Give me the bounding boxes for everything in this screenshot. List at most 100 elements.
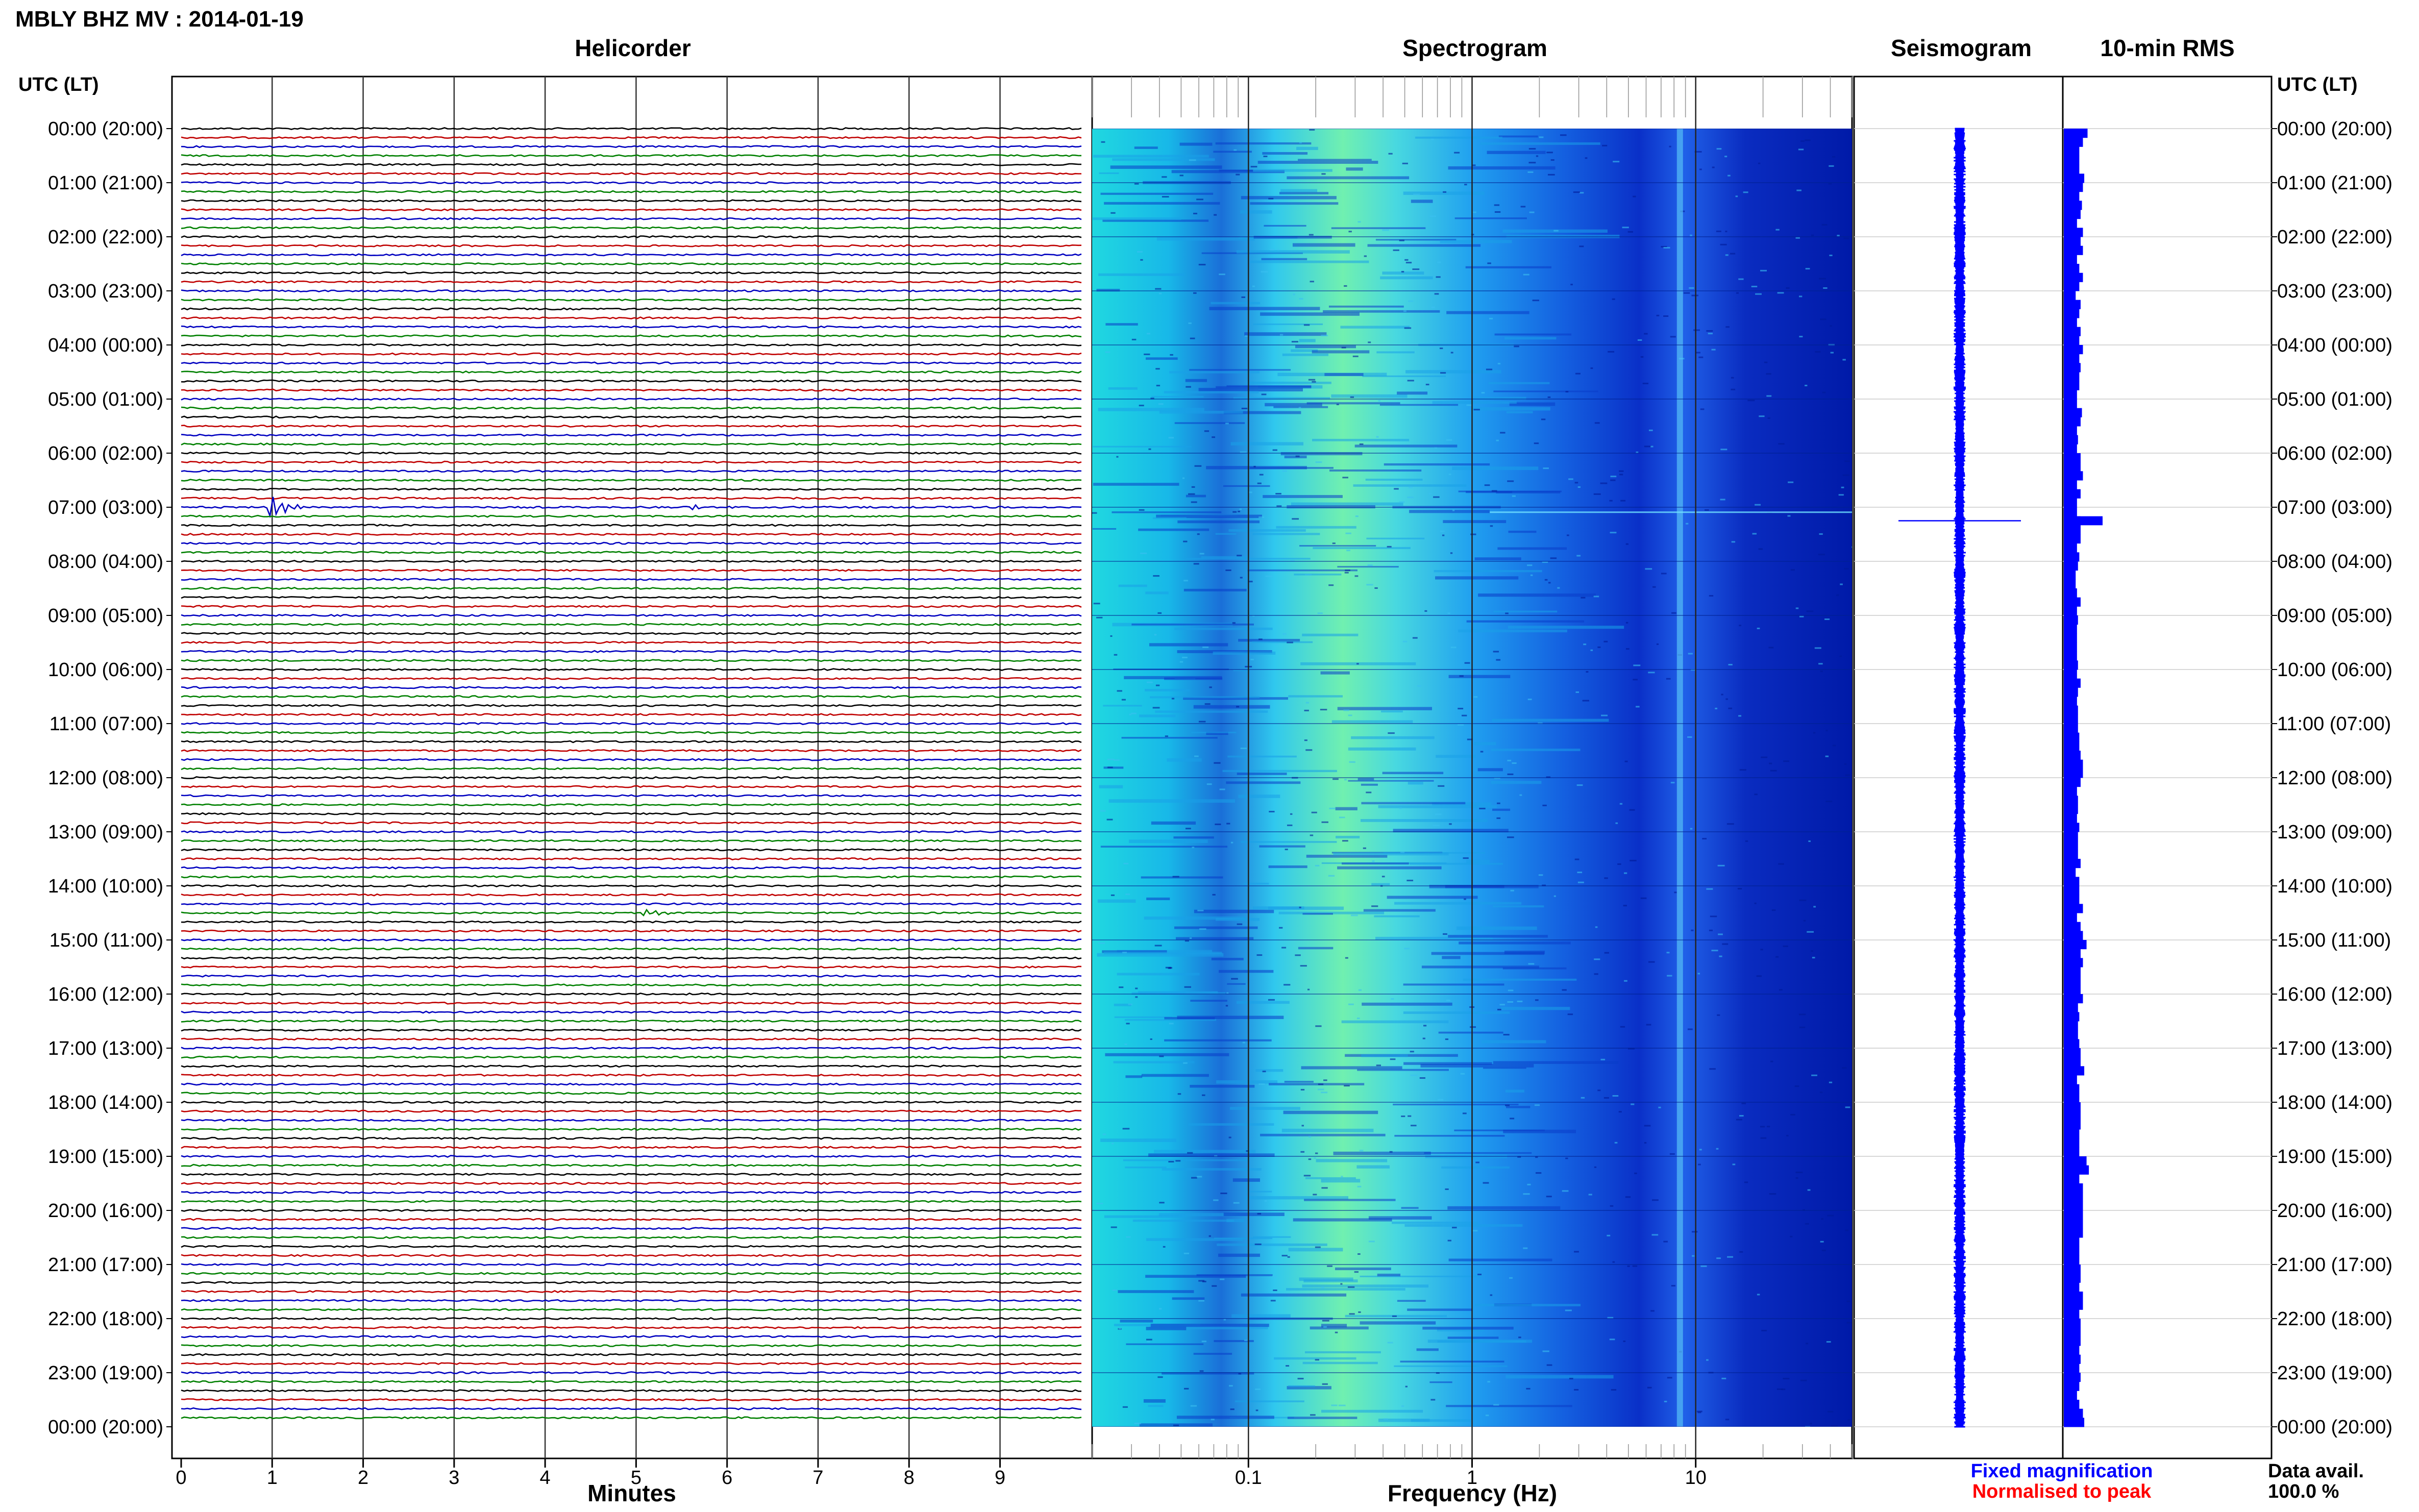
spectrogram-cell [1842, 359, 1846, 361]
spectrogram-cell [1470, 533, 1476, 535]
spectrogram-cell [1724, 156, 1727, 158]
spectrogram-cell [1341, 1176, 1343, 1178]
figure-title: MBLY BHZ MV : 2014-01-19 [15, 7, 304, 32]
spectrogram-cell [1769, 1193, 1776, 1195]
helicorder-trace [181, 289, 1082, 293]
spectrogram-cell [1233, 1202, 1240, 1204]
spectrogram-cell [1357, 1185, 1362, 1187]
spectrogram-cell [1507, 773, 1514, 775]
spectrogram-cell [1260, 1133, 1386, 1136]
spectrogram-cell [1146, 1339, 1152, 1341]
spectrogram-cell [1174, 926, 1258, 929]
spectrogram-cell [1428, 492, 1431, 494]
spectrogram-cell [1281, 1128, 1374, 1132]
spectrogram-cell [1276, 505, 1282, 507]
spectrogram-cell [1845, 1229, 1849, 1231]
helicorder-trace [181, 433, 1082, 437]
spectrogram-cell [1162, 1372, 1254, 1375]
spectrogram-cell [1527, 564, 1533, 566]
spectrogram-cell [1256, 954, 1263, 956]
spectrogram-cell [1371, 905, 1378, 907]
spectrogram-cell [1380, 276, 1433, 280]
spectrogram-cell [1321, 1286, 1325, 1288]
rms-bar [2064, 1273, 2081, 1283]
spectrogram-cell [1341, 346, 1346, 349]
spectrogram-cell [1440, 372, 1446, 374]
spectrogram-cell [1736, 1119, 1743, 1121]
spectrogram-cell [1118, 1328, 1122, 1330]
spectrogram-cell [1648, 672, 1655, 674]
helicorder-trace [181, 1209, 1082, 1212]
time-tick-label: 01:00 (21:00) [48, 172, 163, 194]
spectrogram-cell [1406, 879, 1414, 881]
spectrogram-cell [1227, 755, 1297, 758]
spectrogram-cell [1188, 493, 1195, 495]
spectrogram-cell [1119, 986, 1124, 988]
spectrogram-cell [1821, 1249, 1826, 1251]
spectrogram-cell [1226, 823, 1230, 825]
spectrogram-cell [1708, 333, 1713, 335]
spectrogram-cell [1481, 392, 1485, 394]
spectrogram-cell [1219, 970, 1274, 973]
helicorder-trace [181, 343, 1082, 346]
spectrogram-cell [1827, 1214, 1834, 1217]
helicorder-trace [181, 1046, 1082, 1050]
spectrogram-cell [1600, 1058, 1606, 1060]
helicorder-trace [181, 1416, 1082, 1420]
time-tick-label: 10:00 (06:00) [48, 659, 163, 681]
helicorder-trace [181, 956, 1082, 960]
spectrogram-cell [1706, 888, 1713, 890]
spectrogram-cell [1305, 1177, 1356, 1179]
spectrogram-cell [1305, 702, 1309, 704]
spectrogram-cell [1162, 196, 1169, 198]
spectrogram-cell [1197, 533, 1200, 535]
spectrogram-cell [1727, 1256, 1733, 1258]
spectrogram-cell [1743, 191, 1748, 193]
spectrogram-cell [1240, 451, 1247, 453]
rms-bar [2064, 1265, 2081, 1274]
spectrogram-cell [1251, 641, 1313, 643]
spectrogram-cell [1291, 341, 1298, 343]
time-tick-label: 12:00 (08:00) [48, 767, 163, 789]
spectrogram-cell [1215, 823, 1221, 825]
rms-bar [2064, 687, 2078, 697]
spectrogram-cell [1283, 1110, 1378, 1114]
spectrogram-cell [1795, 1171, 1803, 1173]
spectrogram-cell [1394, 1135, 1505, 1137]
rms-title: 10-min RMS [2100, 35, 2234, 61]
rms-bar [2064, 318, 2077, 328]
spectrogram-cell [1494, 333, 1572, 336]
helicorder-trace [181, 767, 1082, 771]
spectrogram-cell [1754, 794, 1758, 796]
spectrogram-cell [1375, 239, 1457, 241]
spectrogram-cell [1292, 518, 1299, 520]
spectrogram-cell [1111, 1143, 1114, 1145]
spectrogram-cell [1288, 695, 1343, 698]
spectrogram-cell [1216, 386, 1312, 388]
spectrogram-cell [1625, 1196, 1631, 1198]
spectrogram-cell [1732, 1163, 1736, 1166]
spectrogram-cell [1725, 326, 1730, 328]
rms-bar [2064, 1192, 2083, 1202]
spectrogram-cell [1381, 710, 1403, 713]
spectrogram-cell [1437, 1340, 1526, 1343]
spectrogram-cell [1566, 534, 1569, 536]
spectrogram-cell [1818, 663, 1823, 665]
helicorder-trace [181, 479, 1082, 482]
spectrogram-cell [1669, 1153, 1675, 1155]
spectrogram-cell [1430, 1399, 1436, 1401]
rms-bar [2064, 498, 2077, 508]
spectrogram-cell [1295, 455, 1300, 457]
spectrogram-cell [1121, 699, 1126, 701]
spectrogram-cell [1431, 952, 1544, 955]
spectrogram-cell [1440, 530, 1445, 532]
spectrogram-cell [1756, 975, 1762, 977]
spectrogram-cell [1331, 394, 1408, 398]
rms-bar [2064, 931, 2083, 940]
spectrogram-cell [1778, 863, 1784, 865]
spectrogram-cell [1614, 1142, 1618, 1144]
spectrogram-cell [1496, 659, 1501, 661]
spectrogram-cell [1409, 510, 1490, 513]
spectrogram-cell [1112, 1289, 1117, 1291]
spectrogram-cell [1536, 1172, 1542, 1174]
